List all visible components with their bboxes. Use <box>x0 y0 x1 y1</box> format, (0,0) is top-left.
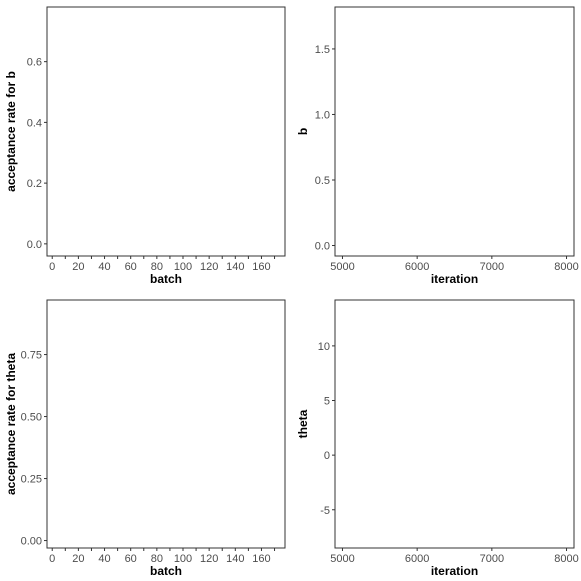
theta-acceptance-panel: 0 20 40 60 80 100 120 140 160 0.00 0.25 0.50 0.75 bat… <box>4 299 286 578</box>
b-acceptance-x-tick-label: 140 <box>226 261 244 273</box>
b-trace-y-tick-label: 0.0 <box>315 241 330 253</box>
theta-acceptance-y-axis-title: acceptance rate for theta <box>4 353 18 495</box>
theta-trace-x-tick-label: 6000 <box>405 553 429 565</box>
b-acceptance-x-tick-label: 160 <box>252 261 270 273</box>
b-trace-panel: 5000 6000 7000 8000 0.0 0.5 1.0 1.5 iteration b <box>296 6 579 286</box>
theta-trace-panel-border <box>334 299 575 549</box>
theta-trace-x-axis-title: iteration <box>431 564 478 578</box>
theta-trace-y-tick-label: 10 <box>318 341 330 353</box>
theta-acceptance-y-tick-label: 0.50 <box>21 412 42 424</box>
theta-acceptance-x-tick-label: 140 <box>226 553 244 565</box>
theta-trace-y-tick-label: -5 <box>320 505 330 517</box>
b-acceptance-x-tick-label: 100 <box>174 261 192 273</box>
b-trace-y-tick-label: 0.5 <box>315 175 330 187</box>
b-trace-x-axis-title: iteration <box>431 272 478 286</box>
theta-trace-panel: 5000 6000 7000 8000 -5 0 5 10 iteration theta <box>296 299 579 578</box>
theta-acceptance-x-tick-label: 0 <box>49 553 55 565</box>
theta-acceptance-x-tick-label: 160 <box>252 553 270 565</box>
theta-acceptance-y-tick-label: 0.25 <box>21 474 42 486</box>
b-trace-x-tick-label: 5000 <box>330 261 354 273</box>
theta-acceptance-x-tick-label: 20 <box>72 553 84 565</box>
b-acceptance-y-axis-title: acceptance rate for b <box>4 71 18 192</box>
b-trace-x-tick-label: 8000 <box>554 261 578 273</box>
b-acceptance-x-tick-label: 120 <box>200 261 218 273</box>
b-trace-y-axis-title: b <box>296 128 310 135</box>
b-acceptance-x-tick-label: 60 <box>125 261 137 273</box>
b-trace-x-tick-label: 7000 <box>480 261 504 273</box>
b-acceptance-y-tick-label: 0.2 <box>27 178 42 190</box>
b-acceptance-x-tick-label: 80 <box>151 261 163 273</box>
theta-acceptance-x-tick-label: 40 <box>98 553 110 565</box>
b-acceptance-y-tick-label: 0.0 <box>27 239 42 251</box>
theta-acceptance-x-tick-label: 120 <box>200 553 218 565</box>
b-acceptance-x-tick-label: 20 <box>72 261 84 273</box>
b-acceptance-y-tick-label: 0.4 <box>27 117 42 129</box>
theta-trace-y-axis-title: theta <box>296 409 310 438</box>
b-acceptance-x-tick-label: 0 <box>49 261 55 273</box>
b-trace-y-tick-label: 1.0 <box>315 109 330 121</box>
b-trace-y-tick-label: 1.5 <box>315 44 330 56</box>
theta-trace-y-tick-label: 0 <box>324 450 330 462</box>
theta-trace-y-tick-label: 5 <box>324 396 330 408</box>
b-acceptance-y-tick-label: 0.6 <box>27 57 42 69</box>
b-acceptance-panel-border <box>46 6 286 257</box>
theta-acceptance-y-tick-label: 0.00 <box>21 536 42 548</box>
b-trace-x-tick-label: 6000 <box>405 261 429 273</box>
theta-trace-x-tick-label: 5000 <box>330 553 354 565</box>
theta-acceptance-y-tick-label: 0.75 <box>21 350 42 362</box>
b-trace-panel-border <box>334 6 575 257</box>
theta-acceptance-x-tick-label: 80 <box>151 553 163 565</box>
theta-acceptance-x-axis-title: batch <box>150 564 182 578</box>
b-acceptance-x-axis-title: batch <box>150 272 182 286</box>
theta-trace-x-tick-label: 7000 <box>480 553 504 565</box>
theta-acceptance-x-tick-label: 100 <box>174 553 192 565</box>
b-acceptance-panel: 0 20 40 60 80 100 120 140 160 0.0 0.2 0.4 0.6 batch ac… <box>4 6 286 286</box>
theta-acceptance-panel-border <box>46 299 286 549</box>
theta-trace-x-tick-label: 8000 <box>554 553 578 565</box>
b-acceptance-x-tick-label: 40 <box>98 261 110 273</box>
theta-acceptance-x-tick-label: 60 <box>125 553 137 565</box>
